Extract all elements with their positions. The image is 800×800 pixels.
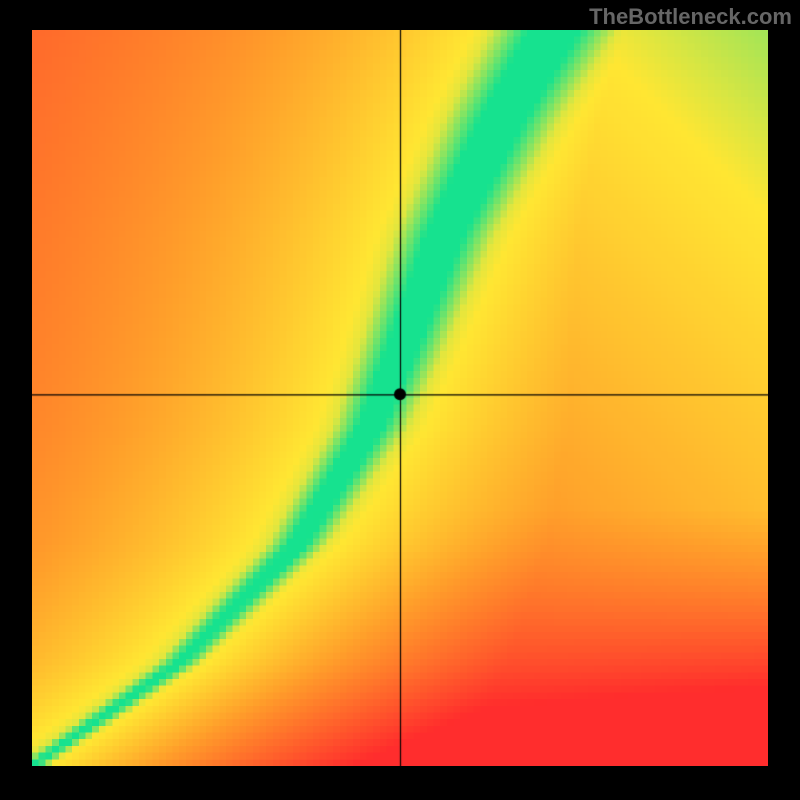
watermark-text: TheBottleneck.com	[589, 4, 792, 30]
bottleneck-heatmap	[32, 30, 768, 766]
chart-container: TheBottleneck.com	[0, 0, 800, 800]
